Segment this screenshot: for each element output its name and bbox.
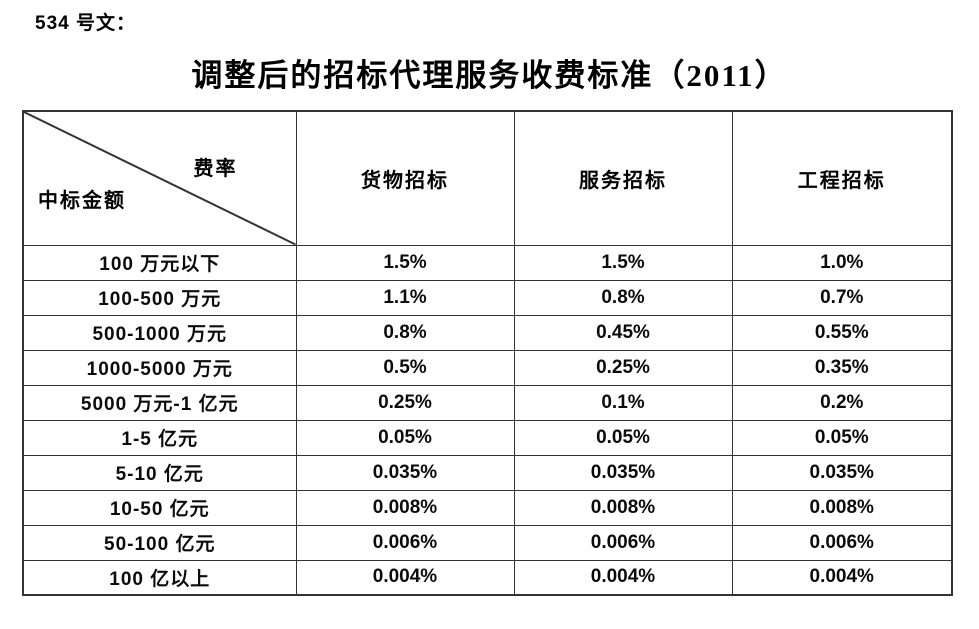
rate-value-cell: 0.8%	[513, 279, 733, 316]
row-label: 100 亿以上	[22, 559, 297, 596]
table-row: 500-1000 万元 0.8% 0.45% 0.55%	[22, 314, 953, 351]
rate-value-cell: 0.8%	[295, 314, 515, 351]
doc-number-label: 534 号文：	[35, 13, 136, 34]
rate-value-cell: 0.008%	[513, 489, 733, 526]
header-rate-label: 费率	[193, 158, 238, 180]
row-label: 1000-5000 万元	[22, 349, 297, 386]
row-label: 500-1000 万元	[22, 314, 297, 351]
row-label: 100 万元以下	[22, 244, 297, 281]
table-row: 1-5 亿元 0.05% 0.05% 0.05%	[22, 419, 953, 456]
row-label: 1-5 亿元	[22, 419, 297, 456]
diagonal-line	[24, 112, 296, 245]
rate-value-cell: 0.008%	[731, 489, 953, 526]
rate-value-cell: 1.5%	[513, 244, 733, 281]
rate-value-cell: 0.05%	[295, 419, 515, 456]
row-label: 5-10 亿元	[22, 454, 297, 491]
rate-value-cell: 0.035%	[513, 454, 733, 491]
rate-value-cell: 0.004%	[295, 559, 515, 596]
rate-value-cell: 0.035%	[295, 454, 515, 491]
row-label: 50-100 亿元	[22, 524, 297, 561]
column-header-engineering: 工程招标	[731, 110, 953, 246]
fee-table: 费率 中标金额 货物招标 服务招标 工程招标 100 万元以下 1.5% 1.5% 1…	[22, 110, 953, 596]
rate-value-cell: 0.006%	[731, 524, 953, 561]
diagonal-header-cell: 费率 中标金额	[22, 110, 297, 246]
header-row: 费率 中标金额 货物招标 服务招标 工程招标	[22, 110, 953, 246]
row-label: 5000 万元-1 亿元	[22, 384, 297, 421]
column-header-services: 服务招标	[513, 110, 733, 246]
rate-value-cell: 0.25%	[513, 349, 733, 386]
rate-value-cell: 0.7%	[731, 279, 953, 316]
rate-value-cell: 0.004%	[731, 559, 953, 596]
table-row: 10-50 亿元 0.008% 0.008% 0.008%	[22, 489, 953, 526]
table-row: 100-500 万元 1.1% 0.8% 0.7%	[22, 279, 953, 316]
table-row: 5-10 亿元 0.035% 0.035% 0.035%	[22, 454, 953, 491]
rate-value-cell: 0.008%	[295, 489, 515, 526]
table-row: 5000 万元-1 亿元 0.25% 0.1% 0.2%	[22, 384, 953, 421]
rate-value-cell: 1.0%	[731, 244, 953, 281]
rate-value-cell: 0.5%	[295, 349, 515, 386]
rate-value-cell: 0.35%	[731, 349, 953, 386]
page-title: 调整后的招标代理服务收费标准（2011）	[191, 58, 788, 93]
rate-value-cell: 1.1%	[295, 279, 515, 316]
rate-value-cell: 0.004%	[513, 559, 733, 596]
rate-value-cell: 0.45%	[513, 314, 733, 351]
table-row: 100 亿以上 0.004% 0.004% 0.004%	[22, 559, 953, 596]
rate-value-cell: 0.55%	[731, 314, 953, 351]
rate-value-cell: 1.5%	[295, 244, 515, 281]
rate-value-cell: 0.006%	[295, 524, 515, 561]
table-row: 1000-5000 万元 0.5% 0.25% 0.35%	[22, 349, 953, 386]
rate-value-cell: 0.05%	[731, 419, 953, 456]
rate-value-cell: 0.2%	[731, 384, 953, 421]
row-label: 100-500 万元	[22, 279, 297, 316]
rate-value-cell: 0.1%	[513, 384, 733, 421]
rate-value-cell: 0.006%	[513, 524, 733, 561]
table-row: 50-100 亿元 0.006% 0.006% 0.006%	[22, 524, 953, 561]
rate-value-cell: 0.035%	[731, 454, 953, 491]
column-header-goods: 货物招标	[295, 110, 515, 246]
fee-table-body: 100 万元以下 1.5% 1.5% 1.0% 100-500 万元 1.1% 0.8% 0.…	[22, 244, 953, 596]
row-label: 10-50 亿元	[22, 489, 297, 526]
header-amount-label: 中标金额	[38, 189, 126, 212]
table-row: 100 万元以下 1.5% 1.5% 1.0%	[22, 244, 953, 281]
rate-value-cell: 0.25%	[295, 384, 515, 421]
rate-value-cell: 0.05%	[513, 419, 733, 456]
